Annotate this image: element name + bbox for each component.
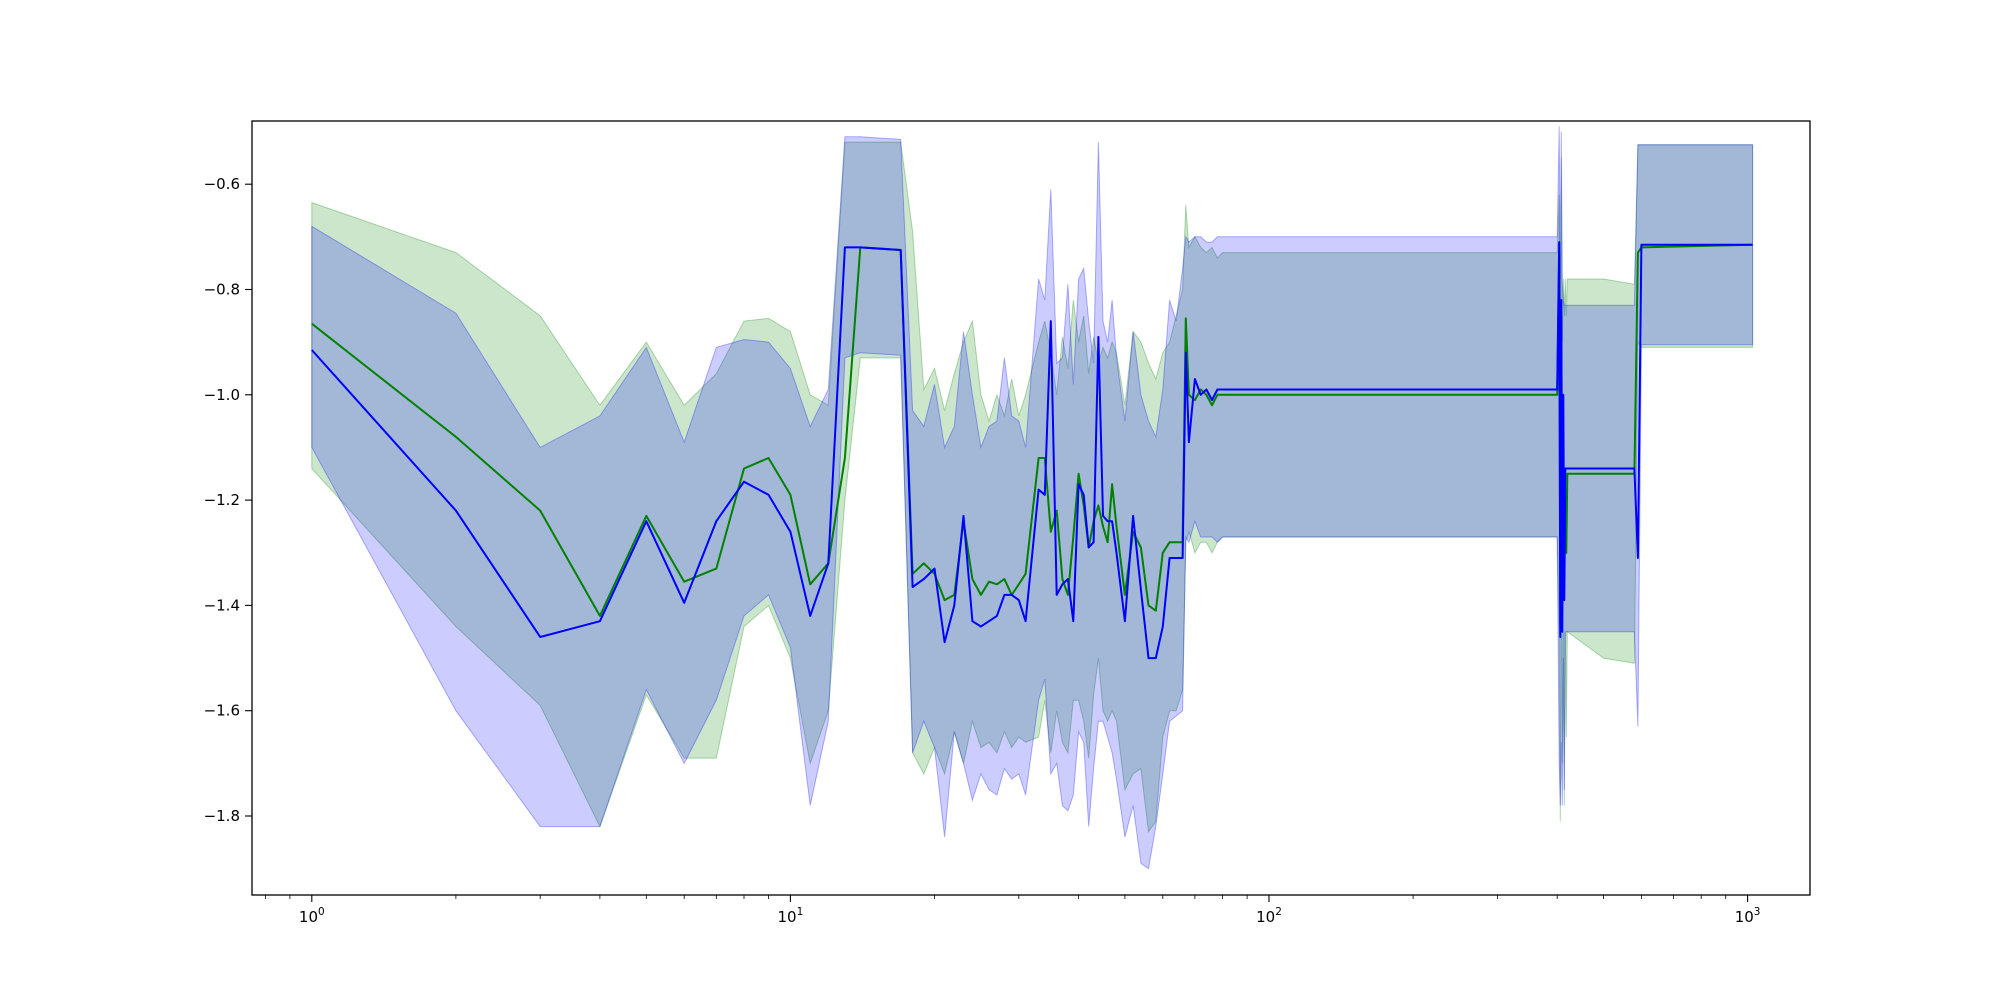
x-axis: 100 101 102 103 bbox=[264, 895, 1761, 926]
y-tick-label: −1.6 bbox=[204, 702, 240, 720]
y-axis: −0.6 −0.8 −1.0 −1.2 −1.4 −1.6 −1.8 bbox=[204, 175, 252, 825]
x-tick-label: 103 bbox=[1735, 906, 1761, 926]
y-tick-label: −0.6 bbox=[204, 175, 240, 193]
y-tick-label: −1.8 bbox=[204, 807, 240, 825]
y-tick-label: −1.4 bbox=[204, 596, 240, 614]
y-tick-label: −0.8 bbox=[204, 281, 240, 299]
confidence-bands bbox=[311, 126, 1754, 870]
series-1-band bbox=[311, 126, 1754, 870]
y-tick-label: −1.2 bbox=[204, 491, 240, 509]
series-1-line bbox=[311, 241, 1753, 660]
x-tick-label: 101 bbox=[778, 906, 804, 926]
y-tick-label: −1.0 bbox=[204, 386, 240, 404]
series-lines bbox=[311, 241, 1753, 660]
series-0-band bbox=[311, 141, 1754, 834]
plot-area-frame bbox=[251, 120, 1811, 896]
x-tick-label: 102 bbox=[1256, 906, 1282, 926]
x-tick-label: 100 bbox=[299, 906, 325, 926]
